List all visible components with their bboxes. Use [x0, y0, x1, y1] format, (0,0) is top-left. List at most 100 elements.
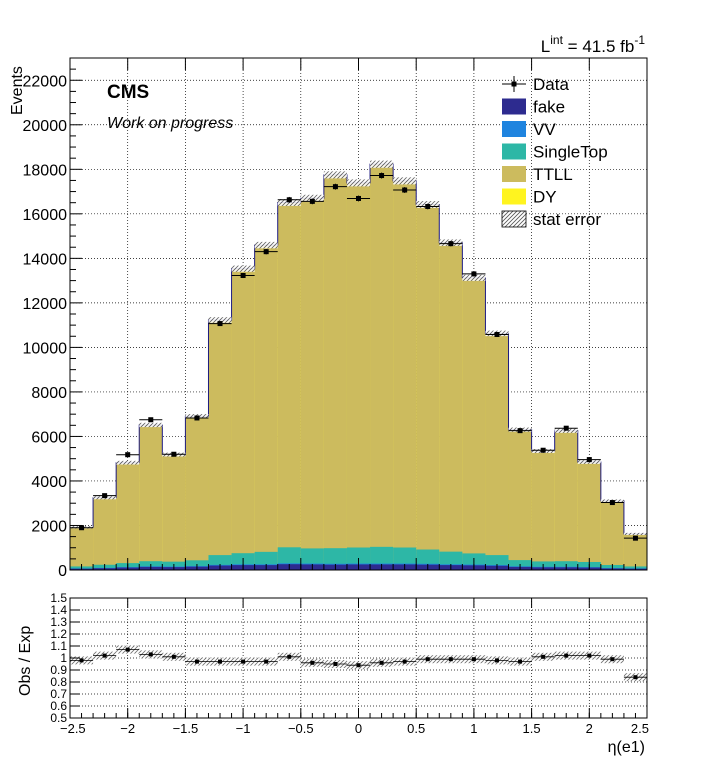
y-tick-label: 16000	[23, 207, 68, 224]
y-tick-label: 14000	[23, 251, 68, 268]
legend-item-fake: fake	[502, 98, 565, 117]
ratio-point	[426, 657, 430, 661]
hist-bar-ttll	[578, 462, 601, 570]
cms-label: CMS	[107, 82, 149, 103]
stat-error-box	[370, 161, 393, 168]
data-point	[494, 332, 499, 337]
data-point	[402, 188, 407, 193]
y-tick-label: 10000	[23, 340, 68, 357]
data-point	[287, 197, 292, 202]
ratio-point	[587, 654, 591, 658]
legend-swatch	[502, 166, 526, 182]
work-label: Work on progress	[107, 115, 233, 132]
ratio-point	[333, 662, 337, 666]
y-tick-label: 6000	[31, 429, 67, 446]
ratio-y-tick-label: 1	[60, 651, 67, 665]
stat-error-box	[139, 423, 162, 427]
y-tick-label: 22000	[23, 73, 68, 90]
legend-label: VV	[533, 120, 556, 139]
ratio-y-tick-label: 0.7	[50, 687, 67, 701]
hist-bar-ttll	[370, 164, 393, 570]
legend-swatch	[502, 99, 526, 115]
data-point	[518, 428, 523, 433]
ratio-point	[103, 654, 107, 658]
data-point	[333, 184, 338, 189]
legend-swatch	[502, 144, 526, 160]
hist-bar-ttll	[601, 501, 624, 570]
x-tick-label: −2	[120, 721, 135, 736]
data-point	[148, 417, 153, 422]
hist-bar-ttll	[185, 416, 208, 570]
x-tick-label: 0.5	[407, 721, 425, 736]
x-tick-label: 1.5	[523, 721, 541, 736]
stat-error-box	[255, 242, 278, 248]
hist-bar-ttll	[555, 431, 578, 570]
data-point	[610, 500, 615, 505]
ratio-point	[218, 660, 222, 664]
data-point	[171, 452, 176, 457]
ratio-point	[633, 675, 637, 679]
data-point	[471, 271, 476, 276]
data-point	[125, 452, 130, 457]
y-tick-label: 18000	[23, 162, 68, 179]
data-point	[310, 199, 315, 204]
y-tick-label: 20000	[23, 118, 68, 135]
ratio-point	[518, 660, 522, 664]
ratio-y-tick-label: 1.3	[50, 615, 67, 629]
legend-label: stat error	[533, 210, 601, 229]
x-tick-label: 1	[470, 721, 477, 736]
ratio-y-tick-label: 0.6	[50, 699, 67, 713]
hist-bar-ttll	[324, 175, 347, 570]
ratio-point	[172, 655, 176, 659]
hist-bar-ttll	[208, 320, 231, 570]
data-point	[425, 204, 430, 209]
x-tick-label: 2	[586, 721, 593, 736]
ratio-point	[80, 658, 84, 662]
x-tick-label: −1	[236, 721, 251, 736]
legend-label: DY	[533, 188, 557, 207]
hist-bar-ttll	[416, 204, 439, 570]
ratio-point	[126, 648, 130, 652]
lumi-label: Lint = 41.5 fb-1	[541, 33, 646, 56]
x-axis-title: η(e1)	[608, 739, 645, 756]
ratio-y-title: Obs / Exp	[17, 626, 34, 696]
data-point	[379, 173, 384, 178]
y-tick-label: 12000	[23, 296, 68, 313]
ratio-point	[564, 654, 568, 658]
data-point	[587, 457, 592, 462]
legend-swatch	[502, 121, 526, 137]
ratio-y-tick-label: 1.1	[50, 639, 67, 653]
ratio-point	[610, 657, 614, 661]
hist-bar-ttll	[462, 278, 485, 570]
hist-bar-ttll	[278, 202, 301, 570]
ratio-point	[449, 657, 453, 661]
x-tick-label: 2.5	[631, 721, 649, 736]
data-point	[541, 448, 546, 453]
legend-label: fake	[533, 98, 565, 117]
ratio-point	[403, 660, 407, 664]
data-point	[264, 249, 269, 254]
legend-item-ttll: TTLL	[502, 165, 573, 184]
legend-item-singletop: SingleTop	[502, 143, 608, 162]
ratio-y-tick-label: 1.5	[50, 591, 67, 605]
y-tick-label: 0	[58, 563, 67, 580]
ratio-y-tick-label: 1.4	[50, 603, 67, 617]
x-tick-label: −2.5	[60, 721, 86, 736]
legend-label: SingleTop	[533, 143, 608, 162]
hist-bar-ttll	[485, 333, 508, 570]
legend-label: Data	[533, 75, 569, 94]
ratio-point	[357, 663, 361, 667]
ratio-y-tick-label: 1.2	[50, 627, 67, 641]
data-point	[564, 426, 569, 431]
hist-bar-ttll	[347, 183, 370, 570]
ratio-point	[264, 660, 268, 664]
hist-bar-ttll	[301, 198, 324, 570]
y-tick-label: 8000	[31, 385, 67, 402]
data-point	[102, 493, 107, 498]
y-axis-title: Events	[9, 66, 26, 115]
stat-error-box	[232, 266, 255, 272]
y-tick-label: 2000	[31, 518, 67, 535]
hist-bar-ttll	[116, 463, 139, 570]
data-point	[194, 415, 199, 420]
stat-error-box	[116, 461, 139, 465]
